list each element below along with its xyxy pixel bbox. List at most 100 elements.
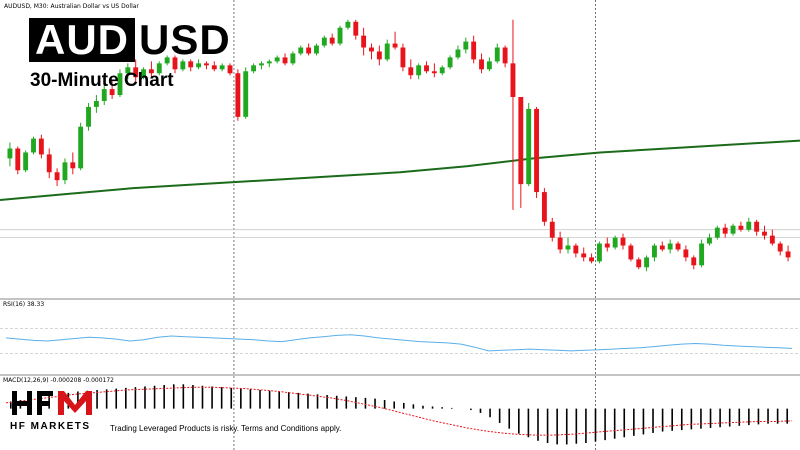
horizontal-levels: [0, 229, 800, 239]
candle-body: [109, 89, 115, 96]
candle: [447, 55, 453, 70]
candle: [251, 63, 257, 74]
candle: [754, 219, 760, 236]
candle: [23, 150, 29, 173]
candle-body: [70, 162, 76, 169]
candle: [54, 168, 60, 187]
candles-layer: [7, 19, 791, 272]
rsi-layer: [0, 328, 800, 354]
candle-body: [93, 100, 99, 107]
candle-body: [361, 35, 367, 48]
candle-body: [329, 37, 335, 44]
candle-body: [699, 243, 705, 266]
candle: [211, 61, 217, 72]
candle: [62, 158, 68, 185]
candle-body: [769, 235, 775, 244]
candle: [274, 55, 280, 64]
candle-body: [447, 57, 453, 68]
candle-body: [117, 73, 123, 96]
candle-body: [384, 43, 390, 60]
candle-body: [306, 47, 312, 54]
candle-body: [148, 69, 154, 74]
macd-label: MACD(12,26,9) -0.000208 -0.000172: [3, 377, 114, 384]
candle-body: [439, 67, 445, 74]
candle-body: [188, 61, 194, 68]
candle: [125, 63, 131, 80]
candle-body: [541, 192, 547, 222]
candle-body: [274, 57, 280, 62]
candle: [290, 51, 296, 66]
candle: [172, 55, 178, 74]
moving-average-line: [0, 139, 800, 201]
candle: [196, 59, 202, 70]
candle-body: [714, 227, 720, 238]
candle: [486, 57, 492, 72]
candle-body: [345, 21, 351, 28]
candle: [31, 136, 36, 155]
candle-body: [463, 41, 469, 50]
candle: [636, 257, 642, 270]
rsi-line: [5, 334, 793, 352]
symbol-caption: AUDUSD, M30: Australian Dollar vs US Dol…: [4, 3, 139, 10]
candle-body: [337, 27, 343, 44]
candle-body: [526, 108, 532, 185]
candle-body: [416, 65, 422, 76]
candle-body: [565, 245, 571, 250]
candle: [408, 59, 414, 80]
candle-body: [353, 21, 359, 36]
candle: [15, 146, 21, 175]
candle-body: [38, 138, 44, 155]
rsi-label: RSI(16) 38.33: [3, 301, 45, 308]
candle: [424, 61, 429, 74]
candle: [471, 35, 477, 64]
candle: [337, 25, 343, 46]
candle: [38, 134, 44, 159]
candle-body: [730, 225, 736, 234]
candle: [203, 61, 209, 70]
candle: [777, 241, 783, 256]
chart-subtitle: 30-Minute Chart: [30, 70, 174, 91]
candle-body: [172, 57, 178, 70]
candle: [384, 39, 390, 62]
candle: [691, 255, 697, 270]
candle-body: [510, 63, 516, 98]
candle: [86, 102, 91, 131]
candle: [314, 43, 319, 56]
candle: [604, 237, 610, 252]
title-base-currency: AUD: [29, 18, 135, 62]
candle: [78, 122, 84, 171]
candle-body: [203, 63, 209, 66]
candle-body: [31, 138, 36, 153]
candle-body: [141, 69, 146, 78]
candle-body: [549, 221, 555, 238]
session-separators: [233, 0, 596, 450]
candle: [46, 148, 52, 179]
candle-body: [471, 41, 477, 60]
candle-body: [636, 259, 642, 268]
title-quote-currency: USD: [139, 16, 231, 63]
candle-body: [408, 67, 414, 76]
candle: [219, 63, 225, 72]
candle-body: [777, 243, 783, 252]
candle: [699, 239, 705, 268]
candle-body: [785, 251, 791, 258]
candle: [321, 35, 327, 48]
candle-body: [282, 57, 288, 64]
candle: [707, 233, 712, 246]
candle: [227, 63, 233, 76]
candle-body: [754, 221, 760, 232]
candle-body: [46, 154, 52, 173]
candle: [581, 247, 587, 262]
candle: [659, 241, 665, 252]
candle: [329, 33, 335, 46]
candle-body: [243, 71, 249, 117]
candle: [133, 59, 139, 84]
candle-body: [652, 245, 657, 258]
candle: [722, 223, 728, 238]
candle: [392, 31, 398, 50]
candle: [730, 223, 736, 236]
candle-body: [180, 61, 186, 70]
candle-body: [644, 257, 650, 268]
candle: [565, 237, 571, 254]
